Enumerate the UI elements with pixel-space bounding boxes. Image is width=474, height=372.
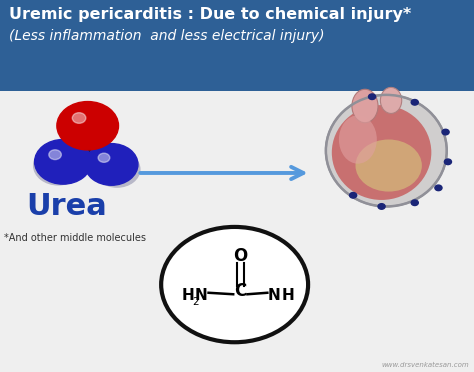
Circle shape — [49, 150, 61, 160]
Bar — [0, 0, 474, 91]
Text: O: O — [233, 247, 247, 265]
Circle shape — [94, 151, 140, 187]
Circle shape — [369, 94, 376, 99]
Ellipse shape — [356, 140, 422, 192]
Circle shape — [98, 153, 110, 162]
Circle shape — [34, 146, 83, 185]
Circle shape — [411, 200, 419, 205]
Circle shape — [35, 140, 91, 184]
Text: (Less inflammation  and less electrical injury): (Less inflammation and less electrical i… — [9, 29, 324, 43]
Circle shape — [85, 144, 138, 185]
Text: www.drsvenkatesan.com: www.drsvenkatesan.com — [382, 362, 469, 368]
Text: H: H — [182, 288, 194, 303]
Text: N: N — [268, 288, 281, 303]
Ellipse shape — [326, 95, 447, 206]
Circle shape — [411, 99, 419, 105]
FancyArrowPatch shape — [140, 167, 303, 179]
Text: C: C — [234, 282, 246, 300]
Text: 2: 2 — [192, 297, 199, 307]
Circle shape — [435, 185, 442, 190]
Ellipse shape — [332, 105, 431, 200]
Ellipse shape — [352, 89, 378, 123]
Text: H: H — [282, 288, 294, 303]
Circle shape — [64, 134, 111, 171]
Circle shape — [73, 113, 86, 124]
Circle shape — [442, 129, 449, 135]
Ellipse shape — [339, 115, 377, 164]
Text: Urea: Urea — [26, 192, 107, 221]
Text: *And other middle molecules: *And other middle molecules — [4, 233, 146, 243]
Circle shape — [378, 203, 385, 209]
Ellipse shape — [380, 87, 402, 113]
Text: Uremic pericarditis : Due to chemical injury*: Uremic pericarditis : Due to chemical in… — [9, 7, 411, 22]
Circle shape — [46, 155, 57, 164]
Circle shape — [161, 227, 308, 342]
Circle shape — [106, 160, 116, 167]
Circle shape — [445, 159, 452, 164]
Circle shape — [57, 102, 118, 150]
Text: N: N — [195, 288, 208, 303]
Circle shape — [350, 193, 357, 198]
